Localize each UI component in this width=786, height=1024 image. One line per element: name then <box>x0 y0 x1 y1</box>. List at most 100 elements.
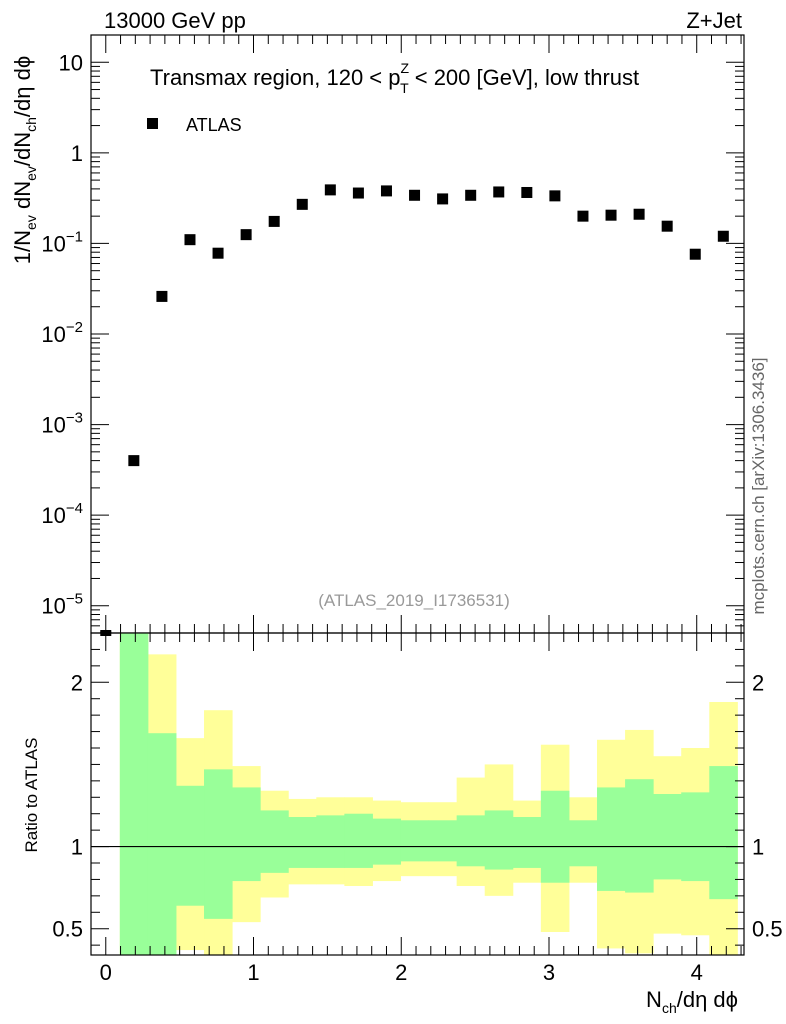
tick-base: 10 <box>41 231 65 256</box>
data-point-atlas <box>577 210 589 222</box>
legend-label-atlas: ATLAS <box>186 115 242 135</box>
ratio-inner-band-bin <box>204 769 233 919</box>
ylabel-part-1: 1/N <box>10 230 35 264</box>
main-y-tick-label: 10−1 <box>41 228 83 256</box>
ratio-y-axis-label: Ratio to ATLAS <box>22 738 41 853</box>
data-point-atlas <box>352 187 364 199</box>
ratio-inner-band-bin <box>175 785 205 906</box>
ratio-inner-band-bin <box>316 815 345 868</box>
plot-title: Transmax region, 120 < pZ T < 200 [GeV], … <box>150 60 639 96</box>
tick-base: 10 <box>41 594 65 619</box>
ylabel-part-6: ch <box>23 117 39 132</box>
mcplots-side-note: mcplots.cern.ch [arXiv:1306.3436] <box>749 357 768 614</box>
x-axis-label: Nch/dη dϕ <box>646 987 738 1016</box>
tick-base: 10 <box>41 413 65 438</box>
tick-exponent: −3 <box>66 410 83 427</box>
xlabel-part-3: /dη dϕ <box>677 987 738 1012</box>
title-post: < 200 [GeV], low thrust <box>409 65 640 90</box>
ratio-frame <box>90 632 745 956</box>
data-point-atlas <box>296 198 308 210</box>
x-tick-label: 1 <box>247 960 259 985</box>
main-y-tick-label: 10−3 <box>41 410 83 438</box>
legend-marker-atlas <box>147 118 158 129</box>
data-point-atlas <box>549 190 561 202</box>
ratio-panel: 2 2 1 1 0.5 0.5 0 1 2 3 4 Ratio to ATLAS Nch/dη d… <box>22 632 783 1016</box>
ratio-inner-band-bin <box>653 794 682 880</box>
ratio-inner-band-bin <box>540 790 570 883</box>
main-data-marks <box>100 184 729 633</box>
x-tick-label: 3 <box>543 960 555 985</box>
ratio-inner-band-bin <box>681 792 710 882</box>
data-point-atlas <box>717 230 729 242</box>
data-point-atlas <box>521 186 533 198</box>
x-tick-label: 2 <box>395 960 407 985</box>
main-y-tick-label: 10−2 <box>41 319 83 347</box>
data-point-atlas <box>128 455 140 467</box>
tick-exponent: −1 <box>66 228 83 245</box>
tick-base: 10 <box>41 503 65 528</box>
ratio-y-ticks: 2 2 1 1 0.5 0.5 <box>52 648 783 946</box>
data-point-atlas <box>380 185 392 197</box>
data-point-atlas <box>156 290 168 302</box>
data-point-atlas <box>661 220 673 232</box>
main-y-tick-label: 1 <box>71 141 83 166</box>
analysis-id: (ATLAS_2019_I1736531) <box>318 591 510 610</box>
tick-base: 10 <box>41 322 65 347</box>
ratio-y-tick-label-right: 0.5 <box>752 917 783 942</box>
energy-label: 13000 GeV pp <box>104 8 246 33</box>
ratio-x-ticks: 0 1 2 3 4 <box>90 633 742 985</box>
x-tick-label: 4 <box>691 960 703 985</box>
title-sup: Z <box>401 60 410 76</box>
ratio-inner-band-bin <box>709 766 738 900</box>
ratio-inner-band-bin <box>428 820 458 862</box>
data-point-atlas <box>689 248 701 260</box>
ratio-inner-band-bin <box>344 813 373 868</box>
data-point-atlas <box>605 209 617 221</box>
ratio-bands <box>91 633 744 955</box>
title-sub: T <box>400 80 409 96</box>
main-x-ticks <box>90 35 742 633</box>
ratio-inner-band-bin <box>512 817 542 868</box>
data-point-atlas <box>409 189 421 201</box>
ratio-inner-band-bin <box>568 820 598 867</box>
x-tick-label: 0 <box>100 960 112 985</box>
ratio-inner-band-bin <box>147 733 177 955</box>
ratio-y-tick-label-right: 1 <box>752 835 764 860</box>
data-point-atlas <box>240 229 252 241</box>
tick-exponent: −2 <box>66 319 83 336</box>
title-pre: Transmax region, 120 < p <box>150 65 401 90</box>
ratio-inner-band-bin <box>400 820 430 862</box>
ratio-y-tick-label-right: 2 <box>752 670 764 695</box>
tick-exponent: −5 <box>66 591 83 608</box>
ratio-inner-band-bin <box>232 787 261 882</box>
main-y-tick-label: 10−5 <box>41 591 83 619</box>
ratio-inner-band-bin <box>119 633 149 955</box>
ratio-y-tick-label-left: 0.5 <box>52 917 83 942</box>
main-y-tick-label: 10−4 <box>41 500 83 528</box>
data-point-atlas <box>633 208 645 220</box>
xlabel-part-1: N <box>646 987 662 1012</box>
main-y-axis-label: 1/Nev dNev/dNch/dη dϕ <box>10 56 39 264</box>
ylabel-part-4: ev <box>23 166 39 181</box>
main-y-tick-label: 10 <box>59 50 83 75</box>
ratio-inner-band-bin <box>372 818 402 865</box>
xlabel-part-2: ch <box>662 1000 677 1016</box>
data-point-atlas <box>268 215 280 227</box>
data-point-atlas <box>493 186 505 198</box>
ratio-inner-band-bin <box>625 779 654 893</box>
ylabel-part-7: /dη dϕ <box>10 56 35 117</box>
ratio-y-tick-label-left: 2 <box>71 670 83 695</box>
ylabel-part-5: /dN <box>10 132 35 166</box>
data-point-atlas <box>437 193 449 205</box>
data-point-atlas <box>184 234 196 246</box>
data-point-atlas <box>324 184 336 196</box>
ratio-inner-band-bin <box>260 810 289 873</box>
ylabel-part-3: dN <box>10 181 35 215</box>
ylabel-part-2: ev <box>23 215 39 230</box>
data-point-atlas <box>212 247 224 259</box>
data-point-atlas <box>465 189 477 201</box>
process-label: Z+Jet <box>686 8 742 33</box>
ratio-inner-band-bin <box>456 815 486 867</box>
